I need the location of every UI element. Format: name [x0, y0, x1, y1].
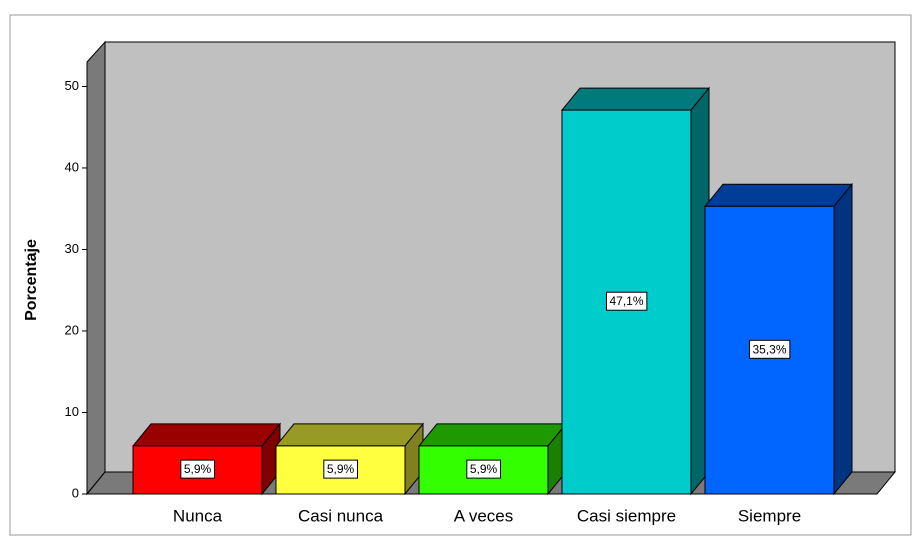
bar-top — [703, 183, 854, 207]
y-tick-label: 30 — [65, 241, 79, 256]
value-label: 5,9% — [470, 462, 498, 476]
x-tick-label: A veces — [454, 506, 514, 525]
value-label-box — [605, 291, 648, 311]
y-axis-label: Porcentaje — [23, 239, 40, 321]
y-tick-label: 20 — [65, 322, 79, 337]
y-tick-label: 50 — [65, 78, 79, 93]
bar-top — [560, 87, 711, 111]
bar-side — [833, 182, 853, 496]
value-label: 47,1% — [609, 294, 643, 308]
value-label: 5,9% — [184, 462, 212, 476]
x-tick-label: Siempre — [738, 506, 801, 525]
x-tick-label: Nunca — [173, 506, 223, 525]
left-wall — [86, 40, 106, 496]
bar-top — [131, 423, 282, 447]
value-label-box — [180, 459, 216, 479]
y-tick-label: 0 — [72, 485, 79, 500]
x-tick-label: Casi nunca — [298, 506, 384, 525]
y-tick-label: 10 — [65, 404, 79, 419]
value-label: 35,3% — [752, 342, 786, 356]
value-label-box — [466, 459, 502, 479]
bar-top — [274, 423, 425, 447]
bar-top — [417, 423, 568, 447]
value-label-box — [323, 459, 359, 479]
y-tick-label: 40 — [65, 159, 79, 174]
value-label-box — [748, 339, 791, 359]
value-label: 5,9% — [327, 462, 355, 476]
x-tick-label: Casi siempre — [577, 506, 676, 525]
